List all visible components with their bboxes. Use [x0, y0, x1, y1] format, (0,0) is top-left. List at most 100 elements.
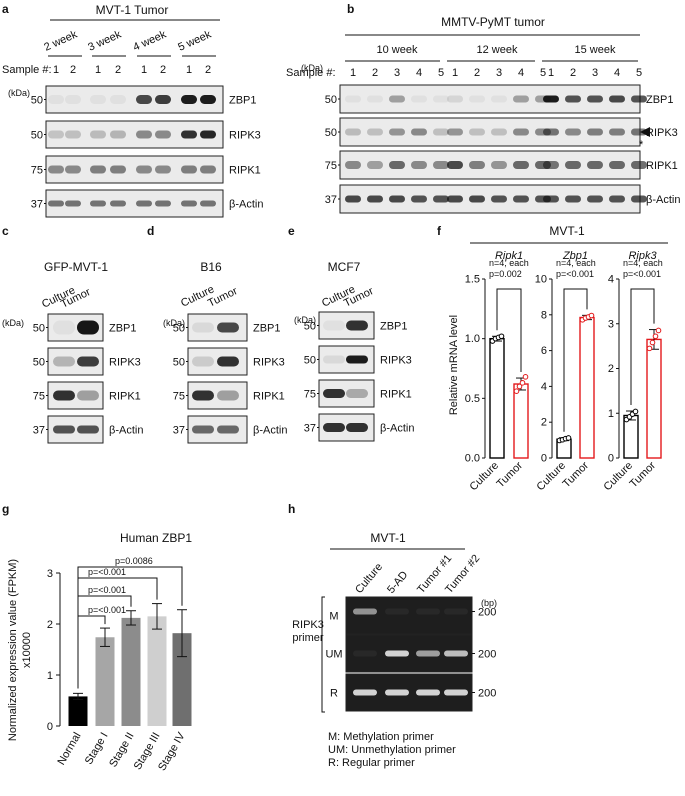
protein-label: RIPK3	[253, 357, 285, 369]
blot-band	[48, 200, 64, 207]
blot-band	[411, 128, 427, 136]
sample-number: 1	[350, 67, 356, 79]
protein-label: β-Actin	[109, 425, 143, 437]
y-tick-label: 1.5	[465, 274, 480, 286]
sample-number: 2	[474, 67, 480, 79]
y-tick-label: 10	[535, 274, 547, 286]
bar	[95, 637, 115, 726]
blot-band	[609, 161, 625, 169]
n-label: n=4, each	[489, 258, 529, 268]
sample-label: Sample #:	[2, 64, 52, 76]
protein-label: ZBP1	[253, 323, 281, 335]
significance-bracket	[496, 288, 522, 373]
kda-marker: 37	[31, 199, 43, 211]
blot-band	[631, 95, 647, 103]
panel-letter: h	[288, 502, 295, 516]
data-point	[655, 327, 662, 334]
lane-label: 5-AD	[385, 569, 410, 596]
sample-number: 2	[570, 67, 576, 79]
gel-band	[353, 650, 377, 657]
significance-bracket	[630, 288, 655, 406]
blot-band	[513, 161, 529, 169]
protein-label: RIPK3	[229, 130, 261, 142]
blot-band	[200, 200, 216, 207]
p-value: p=0.0086	[115, 556, 153, 566]
blot-band	[155, 130, 171, 139]
gel-band	[385, 608, 409, 615]
data-point	[565, 435, 572, 441]
sample-label: Sample #:	[286, 67, 336, 79]
legend-entry: M: Methylation primer	[328, 731, 434, 743]
blot-band	[155, 200, 171, 207]
blot-band	[65, 165, 81, 174]
p-value: p=<0.001	[623, 269, 661, 279]
blot-band	[192, 390, 214, 401]
gel-band	[416, 608, 440, 615]
protein-label: RIPK3	[380, 355, 412, 367]
blot-band	[491, 128, 507, 136]
panel-letter: f	[437, 224, 442, 238]
blot-band	[543, 95, 559, 103]
blot-band	[367, 95, 383, 103]
y-tick-label: 2	[541, 417, 547, 429]
blot-band	[469, 161, 485, 169]
blot-band	[367, 128, 383, 136]
protein-label: ZBP1	[646, 94, 674, 106]
x-tick-label: Tumor	[494, 459, 525, 490]
lane-label: Culture	[353, 561, 385, 596]
protein-label: RIPK3	[109, 357, 141, 369]
primer-label: RIPK3	[292, 619, 324, 631]
blot-band	[200, 130, 216, 139]
kda-marker: 37	[33, 425, 45, 437]
p-value: p=<0.001	[88, 605, 126, 615]
panel-letter: e	[288, 224, 295, 238]
p-value: p=0.002	[489, 269, 522, 279]
gel-band	[385, 650, 409, 657]
y-tick-label: 4	[608, 274, 614, 286]
blot-band	[433, 195, 449, 203]
blot-band	[53, 320, 75, 335]
bar	[147, 616, 167, 726]
sample-number: 2	[160, 64, 166, 76]
y-tick-label: 0	[47, 721, 53, 733]
bar	[513, 383, 529, 459]
blot-band	[136, 130, 152, 139]
blot-band	[200, 95, 216, 104]
bp-marker: 200	[478, 607, 496, 619]
blot-band	[367, 195, 383, 203]
y-axis-label: Normalized expression value (FPKM)	[7, 559, 19, 741]
subplot-title: Ripk3	[628, 250, 657, 262]
blot-band	[447, 95, 463, 103]
panel-letter: c	[2, 224, 9, 238]
group-label: 4 week	[131, 28, 168, 53]
group-label: 10 week	[377, 44, 418, 56]
blot-band	[77, 425, 99, 434]
protein-label: β-Actin	[646, 194, 680, 206]
blot-band	[217, 322, 239, 333]
data-point	[516, 383, 523, 390]
blot-band	[217, 356, 239, 367]
group-label: 12 week	[477, 44, 518, 56]
kda-marker: 37	[173, 425, 185, 437]
protein-label: β-Actin	[380, 423, 414, 435]
blot-band	[192, 322, 214, 333]
y-tick-label: 3	[47, 568, 53, 580]
blot-band	[136, 165, 152, 174]
kda-label: (kDa)	[8, 88, 30, 98]
blot-band	[491, 95, 507, 103]
blot-band	[181, 95, 197, 104]
blot-band	[631, 128, 647, 136]
y-tick-label: 0	[541, 453, 547, 465]
blot-band	[65, 200, 81, 207]
kda-marker: 75	[325, 160, 337, 172]
kda-marker: 50	[304, 321, 316, 333]
blot-band	[136, 200, 152, 207]
blot-band	[77, 320, 99, 335]
blot-band	[587, 195, 603, 203]
kda-marker: 50	[33, 357, 45, 369]
x-tick-label: Tumor	[560, 459, 591, 490]
data-point	[632, 408, 639, 415]
blot-band	[513, 128, 529, 136]
blot-band	[217, 390, 239, 401]
